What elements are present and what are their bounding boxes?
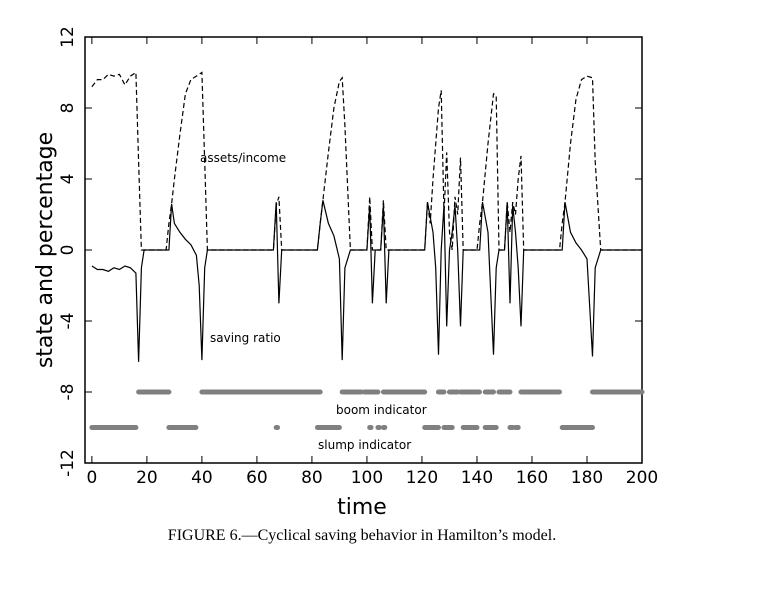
y-tick-label: 0 — [58, 245, 78, 256]
x-tick-label: 60 — [246, 468, 268, 488]
y-tick-label: -8 — [58, 384, 78, 401]
y-tick-label: 4 — [58, 174, 78, 185]
series-annotation: assets/income — [200, 151, 286, 165]
x-tick-label: 180 — [571, 468, 603, 488]
y-tick-label: 12 — [58, 26, 78, 48]
x-tick-label: 80 — [301, 468, 323, 488]
y-tick-label: 8 — [58, 103, 78, 114]
figure-caption: FIGURE 6.—Cyclical saving behavior in Ha… — [168, 527, 556, 544]
x-tick-label: 20 — [136, 468, 158, 488]
indicator-annotation: slump indicator — [318, 438, 411, 452]
x-tick-label: 40 — [191, 468, 213, 488]
x-tick-label: 160 — [516, 468, 548, 488]
series-line — [91, 200, 642, 362]
y-tick-label: -4 — [58, 313, 78, 330]
x-tick-label: 200 — [626, 468, 658, 488]
series-annotation: saving ratio — [210, 331, 281, 345]
x-tick-label: 120 — [406, 468, 438, 488]
y-tick-label: -12 — [58, 449, 78, 477]
indicator-annotation: boom indicator — [336, 403, 427, 417]
x-tick-label: 100 — [351, 468, 383, 488]
y-axis-title: state and percentage — [33, 132, 58, 368]
x-tick-label: 140 — [461, 468, 493, 488]
x-tick-label: 0 — [86, 468, 97, 488]
x-axis-title: time — [337, 495, 387, 520]
